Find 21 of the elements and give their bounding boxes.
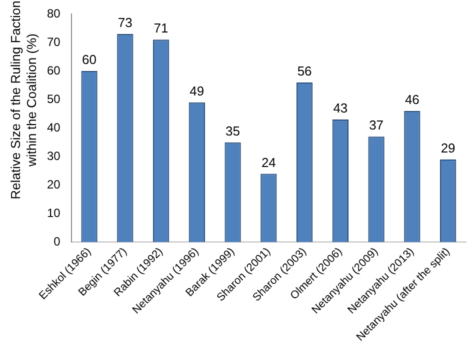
data-label: 43 [333, 100, 348, 116]
data-label: 37 [369, 118, 384, 133]
data-label: 24 [261, 154, 276, 170]
data-label: 73 [118, 15, 132, 30]
data-label: 60 [82, 52, 97, 68]
data-label: 29 [440, 140, 456, 156]
data-label: 56 [297, 64, 312, 79]
y-tick-label: 0 [54, 234, 61, 248]
data-label: 46 [404, 92, 420, 108]
y-axis-title: Relative Size of the Ruling Faction within the Coalition (%) [8, 0, 40, 202]
y-tick-label: 30 [46, 148, 61, 163]
data-label: 71 [154, 20, 168, 36]
y-tick-label: 70 [46, 34, 61, 49]
y-tick-label: 80 [46, 6, 61, 20]
y-tick-label: 40 [46, 120, 61, 134]
y-tick-label: 10 [46, 206, 61, 220]
y-tick-label: 50 [46, 92, 61, 106]
data-label: 35 [226, 123, 240, 138]
y-tick-label: 20 [46, 177, 61, 192]
data-label: 49 [190, 83, 204, 98]
y-tick-label: 60 [46, 63, 61, 78]
